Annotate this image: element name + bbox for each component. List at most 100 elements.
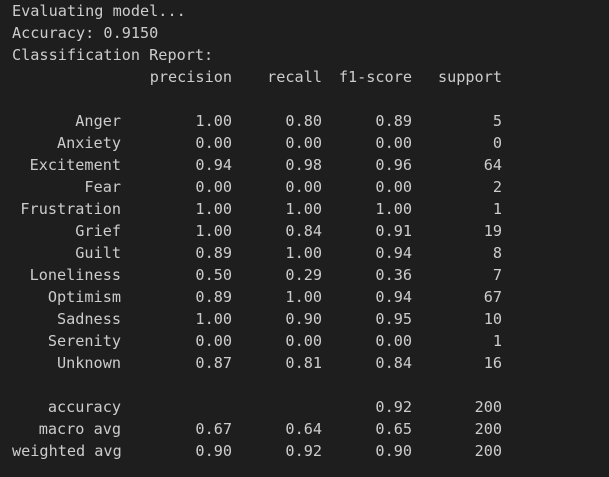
report-header-row: precision recall f1-score support <box>12 66 609 88</box>
row-recall: 0.80 <box>285 112 322 130</box>
table-row: Excitement 0.94 0.98 0.96 64 <box>12 154 609 176</box>
row-support: 8 <box>492 244 502 262</box>
summary-row-weighted-avg: weighted avg 0.90 0.92 0.90 200 <box>12 440 609 462</box>
summary-row-macro-avg: macro avg 0.67 0.64 0.65 200 <box>12 418 609 440</box>
row-recall: 0.00 <box>285 134 322 152</box>
table-row: Guilt 0.89 1.00 0.94 8 <box>12 242 609 264</box>
blank-line <box>12 374 609 396</box>
table-row: Optimism 0.89 1.00 0.94 67 <box>12 286 609 308</box>
row-f1: 0.92 <box>375 398 412 416</box>
header-support: support <box>437 68 502 86</box>
row-precision: 0.90 <box>195 442 232 460</box>
row-recall: 0.90 <box>285 310 322 328</box>
row-precision: 0.00 <box>195 332 232 350</box>
row-precision: 0.00 <box>195 134 232 152</box>
row-f1: 0.90 <box>375 442 412 460</box>
row-recall: 0.98 <box>285 156 322 174</box>
row-label: macro avg <box>38 420 121 438</box>
summary-rows: accuracy 0.92 200 macro avg 0.67 0.64 0.… <box>12 396 609 462</box>
row-support: 64 <box>483 156 502 174</box>
row-precision: 0.94 <box>195 156 232 174</box>
row-label: Fear <box>84 178 121 196</box>
row-support: 200 <box>474 442 502 460</box>
row-precision: 0.00 <box>195 178 232 196</box>
row-label: Optimism <box>47 288 121 306</box>
table-row: Frustration 1.00 1.00 1.00 1 <box>12 198 609 220</box>
row-f1: 0.95 <box>375 310 412 328</box>
row-label: Sadness <box>56 310 121 328</box>
evaluating-line: Evaluating model... <box>12 2 186 20</box>
row-label: weighted avg <box>12 442 122 460</box>
row-f1: 0.65 <box>375 420 412 438</box>
header-f1-score: f1-score <box>338 68 412 86</box>
header-recall: recall <box>267 68 322 86</box>
row-label: Excitement <box>29 156 121 174</box>
row-precision: 0.89 <box>195 244 232 262</box>
blank-line <box>12 88 609 110</box>
table-row: Sadness 1.00 0.90 0.95 10 <box>12 308 609 330</box>
row-f1: 1.00 <box>375 200 412 218</box>
row-precision: 0.87 <box>195 354 232 372</box>
row-support: 1 <box>492 200 502 218</box>
table-row: Loneliness 0.50 0.29 0.36 7 <box>12 264 609 286</box>
row-recall: 0.64 <box>285 420 322 438</box>
row-support: 200 <box>474 398 502 416</box>
row-precision: 1.00 <box>195 310 232 328</box>
row-recall: 0.00 <box>285 332 322 350</box>
row-label: Loneliness <box>29 266 121 284</box>
row-f1: 0.96 <box>375 156 412 174</box>
table-row: Unknown 0.87 0.81 0.84 16 <box>12 352 609 374</box>
row-label: Frustration <box>20 200 121 218</box>
row-precision: 1.00 <box>195 200 232 218</box>
row-f1: 0.36 <box>375 266 412 284</box>
row-label: Anxiety <box>56 134 121 152</box>
row-label: accuracy <box>47 398 121 416</box>
row-recall: 0.29 <box>285 266 322 284</box>
row-recall: 1.00 <box>285 288 322 306</box>
row-support: 1 <box>492 332 502 350</box>
summary-row-accuracy: accuracy 0.92 200 <box>12 396 609 418</box>
row-support: 7 <box>492 266 502 284</box>
table-row: Anxiety 0.00 0.00 0.00 0 <box>12 132 609 154</box>
header-precision: precision <box>149 68 232 86</box>
row-f1: 0.89 <box>375 112 412 130</box>
accuracy-line: Accuracy: 0.9150 <box>12 24 159 42</box>
row-precision: 0.50 <box>195 266 232 284</box>
row-precision: 0.67 <box>195 420 232 438</box>
row-f1: 0.00 <box>375 332 412 350</box>
row-support: 0 <box>492 134 502 152</box>
row-label: Unknown <box>56 354 121 372</box>
class-rows: Anger 1.00 0.80 0.89 5 Anxiety 0.00 0.00… <box>12 110 609 374</box>
row-recall: 0.92 <box>285 442 322 460</box>
row-f1: 0.94 <box>375 244 412 262</box>
table-row: Anger 1.00 0.80 0.89 5 <box>12 110 609 132</box>
row-label: Guilt <box>75 244 121 262</box>
row-f1: 0.94 <box>375 288 412 306</box>
row-precision: 0.89 <box>195 288 232 306</box>
row-support: 2 <box>492 178 502 196</box>
row-recall: 0.81 <box>285 354 322 372</box>
row-precision: 1.00 <box>195 222 232 240</box>
row-support: 67 <box>483 288 502 306</box>
row-support: 19 <box>483 222 502 240</box>
row-f1: 0.00 <box>375 178 412 196</box>
row-f1: 0.84 <box>375 354 412 372</box>
row-label: Anger <box>75 112 121 130</box>
row-f1: 0.91 <box>375 222 412 240</box>
row-recall: 0.00 <box>285 178 322 196</box>
row-precision: 1.00 <box>195 112 232 130</box>
row-label: Serenity <box>47 332 121 350</box>
row-support: 5 <box>492 112 502 130</box>
row-recall: 0.84 <box>285 222 322 240</box>
table-row: Grief 1.00 0.84 0.91 19 <box>12 220 609 242</box>
row-f1: 0.00 <box>375 134 412 152</box>
row-support: 16 <box>483 354 502 372</box>
table-row: Fear 0.00 0.00 0.00 2 <box>12 176 609 198</box>
row-recall: 1.00 <box>285 200 322 218</box>
row-recall: 1.00 <box>285 244 322 262</box>
row-support: 10 <box>483 310 502 328</box>
row-label: Grief <box>75 222 121 240</box>
report-title-line: Classification Report: <box>12 46 214 64</box>
row-support: 200 <box>474 420 502 438</box>
table-row: Serenity 0.00 0.00 0.00 1 <box>12 330 609 352</box>
